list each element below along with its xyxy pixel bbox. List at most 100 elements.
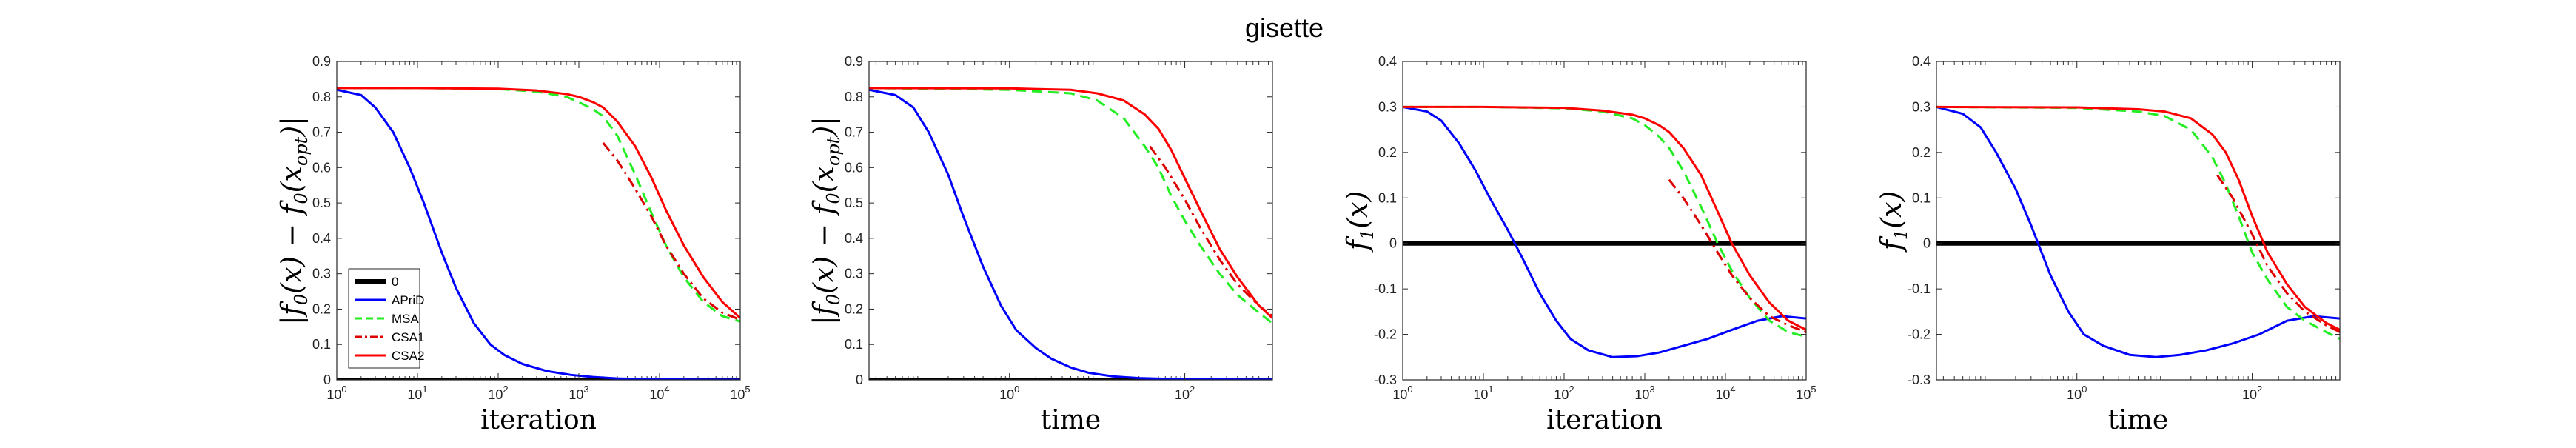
y-tick-label: 0 — [1389, 236, 1397, 251]
series-line-csa2 — [337, 87, 740, 319]
series-line-csa1 — [602, 141, 740, 321]
y-tick-label: 0.6 — [312, 160, 331, 175]
legend-label-0: 0 — [392, 275, 398, 289]
y-tick-label: 0.1 — [1378, 190, 1397, 205]
y-tick-label: 0.4 — [1912, 54, 1931, 69]
y-ticks: 0 0.1 0.2 0.3 0.4 0.5 0.6 0.7 0.8 0.9 — [845, 54, 1272, 387]
y-tick-label: 0.3 — [1378, 99, 1397, 114]
x-tick-label: 103 — [568, 384, 588, 402]
x-tick-label: 100 — [999, 384, 1019, 402]
x-tick-label: 105 — [1796, 384, 1816, 402]
x-axis-label: time — [2108, 405, 2168, 435]
x-ticks: 100 101 102 103 104 105 — [326, 61, 751, 402]
y-axis-label: f1(x) — [1341, 191, 1378, 253]
y-tick-label: 0.6 — [845, 160, 863, 175]
x-tick-label: 104 — [649, 384, 669, 402]
x-tick-label: 102 — [1175, 384, 1195, 402]
legend: 0 APriD MSA CSA1 CSA2 — [348, 268, 424, 369]
y-tick-label: 0.3 — [845, 267, 863, 281]
y-tick-label: 0.5 — [312, 195, 331, 210]
y-tick-label: 0.7 — [845, 125, 863, 140]
y-axis-label: |f0(x) − f0(xopt)| — [275, 116, 312, 325]
x-ticks: 100 101 102 103 104 105 — [1392, 61, 1817, 402]
x-tick-label: 104 — [1715, 384, 1735, 402]
y-tick-label: 0.4 — [845, 231, 863, 246]
x-tick-label: 101 — [1473, 384, 1493, 402]
plot-frame — [336, 61, 741, 381]
x-tick-label: 100 — [1392, 384, 1412, 402]
plot-frame — [1402, 61, 1807, 381]
y-tick-label: 0.3 — [1912, 99, 1931, 114]
y-tick-label: 0.8 — [312, 90, 331, 104]
chart-panel-4: -0.3 -0.2 -0.1 0 0.1 0.2 0.3 0.4 100 102 time f1(x) — [1875, 54, 2341, 435]
x-tick-label: 100 — [326, 384, 346, 402]
x-axis-label: iteration — [480, 405, 597, 435]
chart-panel-1: 0 0.1 0.2 0.3 0.4 0.5 0.6 0.7 0.8 0.9 100 101 102 103… — [275, 54, 751, 435]
series-group — [337, 87, 740, 380]
plot-area — [1403, 61, 1806, 380]
plot-frame — [868, 61, 1273, 381]
series-group — [869, 87, 1272, 380]
chart-panel-2: 0 0.1 0.2 0.3 0.4 0.5 0.6 0.7 0.8 0.9 100 102 time |f… — [808, 54, 1273, 435]
x-tick-label: 100 — [2067, 384, 2087, 402]
y-ticks: -0.3 -0.2 -0.1 0 0.1 0.2 0.3 0.4 — [1374, 54, 1806, 387]
series-line-aprid — [337, 88, 740, 380]
series-line-csa2 — [1403, 105, 1806, 331]
plot-frame — [1936, 61, 2341, 381]
y-tick-label: -0.1 — [1374, 281, 1397, 296]
y-tick-label: 0 — [1923, 236, 1931, 251]
y-tick-label: 0 — [856, 372, 863, 387]
plot-area — [869, 61, 1272, 380]
series-line-csa1 — [1668, 178, 1806, 333]
y-ticks: -0.3 -0.2 -0.1 0 0.1 0.2 0.3 0.4 — [1908, 54, 2340, 387]
x-ticks: 100 102 — [2067, 61, 2262, 402]
series-line-aprid — [869, 88, 1272, 380]
y-tick-label: -0.2 — [1908, 327, 1931, 342]
y-tick-label: 0.1 — [312, 337, 331, 352]
y-tick-label: -0.3 — [1374, 372, 1397, 387]
series-line-aprid — [1936, 105, 2340, 358]
y-tick-label: 0.2 — [845, 301, 863, 316]
series-line-csa2 — [869, 87, 1272, 319]
series-group — [1403, 105, 1806, 358]
y-tick-label: 0.2 — [1912, 145, 1931, 160]
x-tick-label: 105 — [730, 384, 750, 402]
y-tick-label: -0.3 — [1908, 372, 1931, 387]
y-tick-label: 0 — [323, 372, 331, 387]
panels: 0 0.1 0.2 0.3 0.4 0.5 0.6 0.7 0.8 0.9 100 101 102 103… — [275, 54, 2341, 435]
x-tick-label: 103 — [1634, 384, 1654, 402]
x-tick-label: 102 — [2242, 384, 2262, 402]
y-tick-label: 0.2 — [1378, 145, 1397, 160]
series-group — [1936, 105, 2340, 358]
y-axis-label: f1(x) — [1875, 191, 1911, 253]
x-ticks: 100 102 — [999, 61, 1195, 402]
x-minor-ticks — [1426, 61, 1803, 380]
figure-title: gisette — [1245, 13, 1324, 43]
y-tick-label: 0.9 — [845, 54, 863, 69]
legend-label-csa2: CSA2 — [392, 349, 424, 363]
series-line-csa2 — [1936, 105, 2340, 331]
y-tick-label: 0.5 — [845, 195, 863, 210]
y-tick-label: 0.1 — [845, 337, 863, 352]
x-axis-label: time — [1041, 405, 1101, 435]
y-tick-label: 0.4 — [312, 231, 331, 246]
y-tick-label: 0.3 — [312, 267, 331, 281]
y-tick-label: 0.7 — [312, 125, 331, 140]
legend-label-msa: MSA — [392, 312, 420, 326]
y-tick-label: -0.2 — [1374, 327, 1397, 342]
y-ticks: 0 0.1 0.2 0.3 0.4 0.5 0.6 0.7 0.8 0.9 — [312, 54, 740, 387]
y-tick-label: 0.1 — [1912, 190, 1931, 205]
x-axis-label: iteration — [1546, 405, 1663, 435]
legend-label-csa1: CSA1 — [392, 330, 424, 344]
x-minor-ticks — [1942, 61, 2337, 380]
y-tick-label: 0.9 — [312, 54, 331, 69]
x-tick-label: 102 — [1554, 384, 1574, 402]
y-tick-label: 0.8 — [845, 90, 863, 104]
legend-label-aprid: APriD — [392, 293, 424, 307]
y-axis-label: |f0(x) − f0(xopt)| — [808, 116, 844, 325]
series-line-msa — [1936, 105, 2340, 341]
chart-panel-3: -0.3 -0.2 -0.1 0 0.1 0.2 0.3 0.4 100 101 102 103 104… — [1341, 54, 1817, 435]
y-tick-label: 0.4 — [1378, 54, 1397, 69]
